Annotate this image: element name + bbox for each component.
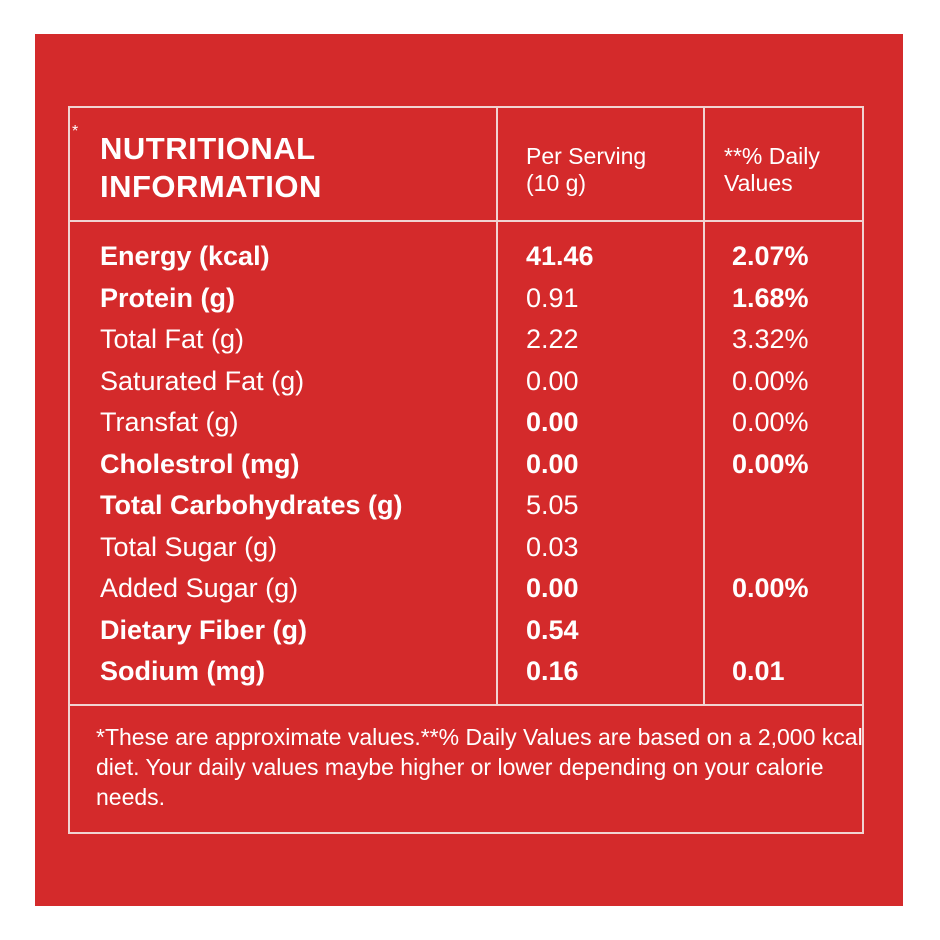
per-serving-value: 0.00 [526, 365, 579, 396]
serving-header-line-1: Per Serving [526, 143, 647, 169]
per-serving-value: 0.00 [526, 448, 579, 479]
nutrient-label: Saturated Fat (g) [100, 365, 305, 396]
nutrient-row: Transfat (g) 0.00 0.00% [0, 402, 940, 444]
per-serving-value: 0.91 [526, 282, 579, 313]
column-header-per-serving: Per Serving (10 g) [526, 143, 646, 197]
nutrient-row: Energy (kcal) 41.46 2.07% [0, 236, 940, 278]
daily-value-percent: 0.00% [732, 407, 809, 437]
daily-value-percent: 1.68% [732, 282, 809, 313]
nutrient-label: Total Sugar (g) [100, 531, 278, 562]
daily-value-percent: 2.07% [732, 241, 809, 271]
nutrient-label: Transfat (g) [100, 407, 239, 437]
nutrient-row: Total Carbohydrates (g) 5.05 [0, 485, 940, 527]
nutrient-row: Saturated Fat (g) 0.00 0.00% [0, 361, 940, 403]
column-header-daily-values: **% Daily Values [724, 143, 820, 197]
serving-header-line-2: (10 g) [526, 170, 587, 196]
nutrient-label: Added Sugar (g) [100, 573, 299, 603]
nutrient-row: Sodium (mg) 0.16 0.01 [0, 651, 940, 693]
per-serving-value: 0.54 [526, 614, 579, 645]
nutrient-label: Total Carbohydrates (g) [100, 490, 403, 520]
per-serving-value: 2.22 [526, 324, 579, 354]
per-serving-value: 5.05 [526, 490, 579, 520]
daily-value-percent: 3.32% [732, 324, 809, 354]
title-asterisk: * [72, 123, 79, 140]
daily-value-percent: 0.00% [732, 365, 809, 396]
title-line-1: NUTRITIONAL [100, 131, 316, 166]
nutrient-rows: Energy (kcal) 41.46 2.07% Protein (g) 0.91 1.… [0, 236, 940, 693]
nutrient-label: Dietary Fiber (g) [100, 614, 308, 645]
table-title: NUTRITIONAL INFORMATION [100, 130, 322, 206]
nutrition-panel [35, 34, 903, 906]
daily-value-percent: 0.00% [732, 448, 809, 479]
daily-value-percent: 0.00% [732, 573, 809, 603]
column-divider-serving [496, 106, 498, 706]
dv-header-line-1: **% Daily [724, 143, 820, 169]
per-serving-value: 41.46 [526, 241, 594, 271]
nutrition-table-border [68, 106, 864, 834]
nutrient-label: Cholestrol (mg) [100, 448, 300, 479]
nutrient-row: Cholestrol (mg) 0.00 0.00% [0, 444, 940, 486]
nutrient-row: Dietary Fiber (g) 0.54 [0, 610, 940, 652]
title-line-2: INFORMATION [100, 169, 322, 204]
column-divider-daily-value [703, 106, 705, 706]
nutrient-label: Energy (kcal) [100, 241, 270, 271]
footnote-divider [68, 704, 864, 706]
nutrient-row: Added Sugar (g) 0.00 0.00% [0, 568, 940, 610]
nutrient-row: Protein (g) 0.91 1.68% [0, 278, 940, 320]
nutrient-label: Sodium (mg) [100, 656, 265, 686]
per-serving-value: 0.00 [526, 573, 579, 603]
nutrient-row: Total Fat (g) 2.22 3.32% [0, 319, 940, 361]
header-divider [68, 220, 864, 222]
nutrient-label: Protein (g) [100, 282, 235, 313]
per-serving-value: 0.16 [526, 656, 579, 686]
per-serving-value: 0.03 [526, 531, 579, 562]
nutrient-label: Total Fat (g) [100, 324, 245, 354]
footnote: *These are approximate values.**% Daily … [96, 724, 863, 810]
nutrient-row: Total Sugar (g) 0.03 [0, 527, 940, 569]
daily-value-percent: 0.01 [732, 656, 785, 686]
per-serving-value: 0.00 [526, 407, 579, 437]
dv-header-line-2: Values [724, 170, 793, 196]
